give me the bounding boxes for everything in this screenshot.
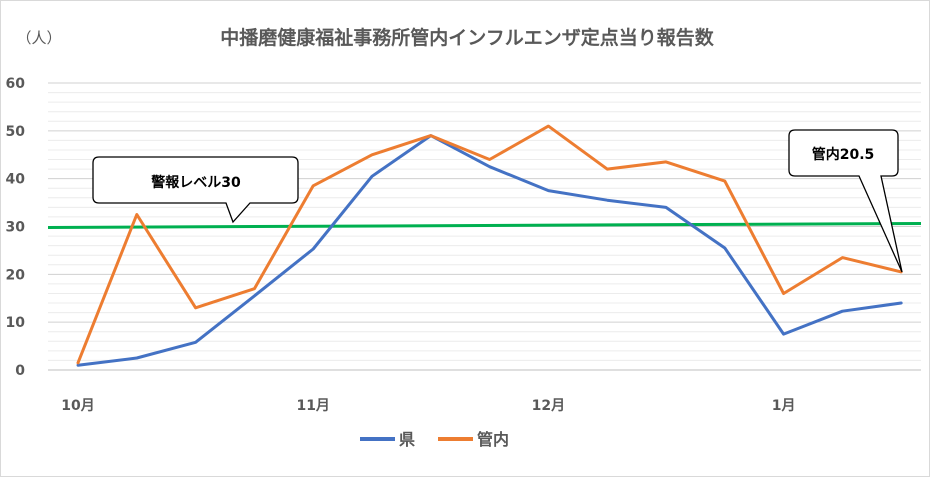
y-tick-label: 0 — [15, 363, 25, 379]
y-tick-label: 30 — [6, 220, 26, 236]
callout-alert-level-box — [92, 156, 299, 224]
x-tick-label: 12月 — [532, 398, 565, 414]
legend-label-kannai: 管内 — [477, 430, 509, 449]
axes: 0 10 20 30 40 50 60 10月 11月 12月 1月 — [6, 76, 921, 414]
y-tick-label: 40 — [6, 172, 26, 188]
callout-alert-level-text: 警報レベル30 — [151, 174, 241, 191]
y-tick-label: 20 — [6, 267, 26, 283]
legend: 県 管内 — [360, 430, 509, 449]
y-tick-label: 50 — [6, 124, 26, 140]
series-line-ken — [76, 134, 903, 367]
legend-label-ken: 県 — [399, 430, 415, 449]
x-tick-label: 11月 — [296, 398, 329, 414]
callout-latest-value: 管内20.5 — [788, 129, 903, 273]
callout-latest-value-text: 管内20.5 — [812, 146, 875, 163]
y-tick-label: 60 — [6, 76, 26, 92]
chart-title: 中播磨健康福祉事務所管内インフルエンザ定点当り報告数 — [220, 26, 714, 49]
gridlines — [48, 82, 921, 361]
y-axis-unit-label: （人） — [16, 29, 61, 47]
callout-alert-level: 警報レベル30 — [92, 156, 299, 224]
callout-latest-value-box — [788, 129, 903, 273]
series-lines — [76, 124, 903, 367]
alert-level-line-group — [47, 222, 922, 229]
alert-level-line — [47, 222, 922, 229]
series-line-kannai — [76, 124, 903, 365]
x-tick-label: 1月 — [772, 398, 796, 414]
x-tick-label: 10月 — [61, 398, 94, 414]
y-tick-label: 10 — [6, 315, 26, 331]
